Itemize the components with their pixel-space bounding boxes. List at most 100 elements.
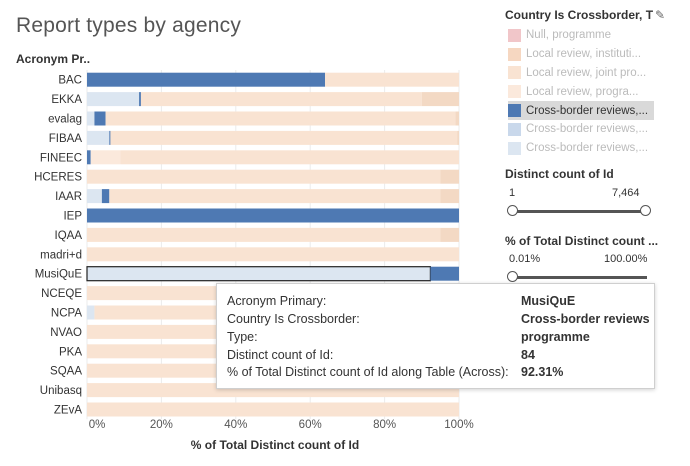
legend-title-text: Country Is Crossborder, T bbox=[505, 8, 654, 22]
legend-swatch bbox=[508, 66, 521, 80]
tooltip-label: Distinct count of Id: bbox=[227, 348, 334, 362]
bar-segment[interactable] bbox=[87, 92, 140, 107]
legend-swatch bbox=[508, 141, 521, 155]
bar-segment[interactable] bbox=[109, 189, 441, 204]
legend-label: Local review, progra... bbox=[526, 85, 639, 98]
bar-segment[interactable] bbox=[87, 111, 95, 126]
category-label[interactable]: NVAO bbox=[50, 327, 82, 339]
category-label[interactable]: madri+d bbox=[40, 249, 82, 261]
x-tick-label: 60% bbox=[299, 419, 322, 431]
bar-segment[interactable] bbox=[87, 130, 110, 145]
category-label[interactable]: FIBAA bbox=[49, 133, 83, 145]
legend-label: Cross-border reviews,... bbox=[526, 104, 649, 117]
category-label[interactable]: BAC bbox=[58, 75, 82, 87]
bar-segment[interactable] bbox=[105, 111, 456, 126]
category-label[interactable]: FINEEC bbox=[40, 152, 82, 164]
bar-segment[interactable] bbox=[139, 92, 141, 107]
bar-segment[interactable] bbox=[94, 111, 106, 126]
bar-segment[interactable] bbox=[87, 189, 102, 204]
tooltip-value: programme bbox=[521, 330, 590, 344]
distinct-count-slider-max-handle[interactable] bbox=[640, 205, 651, 216]
legend-title: Country Is Crossborder, T ✎ bbox=[505, 8, 665, 22]
category-label[interactable]: HCERES bbox=[34, 172, 82, 184]
bar-segment[interactable] bbox=[87, 247, 459, 262]
bar-segment[interactable] bbox=[86, 266, 431, 282]
legend-swatch bbox=[508, 104, 521, 118]
percent-total-min: 0.01% bbox=[509, 253, 541, 265]
bar-segment[interactable] bbox=[87, 402, 459, 417]
distinct-count-slider-min-handle[interactable] bbox=[507, 205, 518, 216]
legend-swatch bbox=[508, 122, 521, 136]
bar-segment[interactable] bbox=[87, 227, 441, 242]
x-tick-label: 100% bbox=[444, 419, 473, 431]
category-label[interactable]: evalag bbox=[48, 114, 82, 126]
bar-segment[interactable] bbox=[87, 305, 95, 320]
x-tick-label: 80% bbox=[373, 419, 396, 431]
bar-segment[interactable] bbox=[110, 130, 458, 145]
tooltip-label: Acronym Primary: bbox=[227, 294, 327, 308]
bar-segment[interactable] bbox=[87, 169, 441, 184]
x-tick-label: 20% bbox=[150, 419, 173, 431]
bar-segment[interactable] bbox=[101, 189, 110, 204]
category-label[interactable]: EKKA bbox=[51, 94, 82, 106]
tooltip-label: Country Is Crossborder: bbox=[227, 312, 360, 326]
bar-segment[interactable] bbox=[87, 150, 91, 165]
bar-segment[interactable] bbox=[140, 92, 422, 107]
percent-total-slider-min-handle[interactable] bbox=[507, 271, 518, 282]
legend-label: Null, programme bbox=[526, 29, 611, 42]
legend-item[interactable]: Local review, progra... bbox=[508, 82, 654, 101]
legend-item[interactable]: Cross-border reviews,... bbox=[508, 101, 654, 120]
category-label[interactable]: NCEQE bbox=[41, 288, 82, 300]
legend-item[interactable]: Cross-border reviews,... bbox=[508, 120, 654, 139]
category-label[interactable]: ZEvA bbox=[54, 405, 82, 417]
row-header[interactable]: Acronym Pr.. bbox=[16, 52, 91, 66]
category-label[interactable]: IAAR bbox=[55, 191, 82, 203]
legend-item[interactable]: Null, programme bbox=[508, 26, 654, 45]
category-label[interactable]: IEP bbox=[63, 211, 82, 223]
legend-label: Cross-border reviews,... bbox=[526, 123, 649, 136]
legend-swatch bbox=[508, 47, 521, 61]
bar-segment[interactable] bbox=[421, 92, 459, 107]
bar-segment[interactable] bbox=[440, 169, 459, 184]
tooltip-value: 92.31% bbox=[521, 365, 564, 379]
chart-title: Report types by agency bbox=[16, 14, 242, 37]
stacked-bar-chart[interactable]: 0% 20% 40% 60% 80% 100% BAC EKKA evalag FIBAA FINE… bbox=[0, 0, 500, 466]
bar-segment[interactable] bbox=[457, 130, 459, 145]
tooltip-label: Type: bbox=[227, 330, 258, 344]
pencil-icon[interactable]: ✎ bbox=[655, 8, 666, 22]
percent-total-slider-track[interactable] bbox=[512, 276, 647, 279]
bar-segment[interactable] bbox=[440, 189, 459, 204]
bar-segment[interactable] bbox=[325, 72, 459, 87]
category-label[interactable]: PKA bbox=[59, 346, 82, 358]
legend-item[interactable]: Local review, instituti... bbox=[508, 45, 654, 64]
x-tick-label: 40% bbox=[224, 419, 247, 431]
bar-segment[interactable] bbox=[87, 208, 459, 223]
bar-tooltip: Acronym Primary: MusiQuE Country Is Crossb… bbox=[216, 283, 655, 389]
tooltip-value: MusiQuE bbox=[521, 294, 576, 308]
bar-segment[interactable] bbox=[455, 111, 459, 126]
color-legend[interactable]: Null, programme Local review, instituti..… bbox=[508, 26, 654, 158]
legend-label: Cross-border reviews,... bbox=[526, 142, 649, 155]
distinct-count-max: 7,464 bbox=[612, 187, 640, 199]
distinct-count-slider-track[interactable] bbox=[512, 210, 647, 213]
legend-label: Local review, instituti... bbox=[526, 48, 642, 61]
bar-segment[interactable] bbox=[430, 266, 459, 281]
category-label[interactable]: Unibasq bbox=[40, 385, 82, 397]
bar-segment[interactable] bbox=[90, 150, 121, 165]
category-label[interactable]: MusiQuE bbox=[35, 269, 83, 281]
legend-swatch bbox=[508, 85, 521, 99]
legend-item[interactable]: Local review, joint pro... bbox=[508, 64, 654, 83]
tooltip-value: 84 bbox=[521, 348, 535, 362]
category-label[interactable]: IQAA bbox=[55, 230, 83, 242]
bar-segment[interactable] bbox=[440, 227, 459, 242]
bar-segment[interactable] bbox=[120, 150, 459, 165]
percent-total-filter-title: % of Total Distinct count ... bbox=[505, 234, 659, 248]
bar-segment[interactable] bbox=[87, 72, 326, 87]
distinct-count-min: 1 bbox=[509, 187, 516, 199]
x-axis-label: % of Total Distinct count of Id bbox=[190, 438, 360, 452]
category-label[interactable]: NCPA bbox=[51, 308, 82, 320]
tooltip-label: % of Total Distinct count of Id along Ta… bbox=[227, 365, 509, 379]
category-label[interactable]: SQAA bbox=[50, 366, 82, 378]
legend-item[interactable]: Cross-border reviews,... bbox=[508, 139, 654, 158]
bar-segment[interactable] bbox=[109, 130, 111, 145]
